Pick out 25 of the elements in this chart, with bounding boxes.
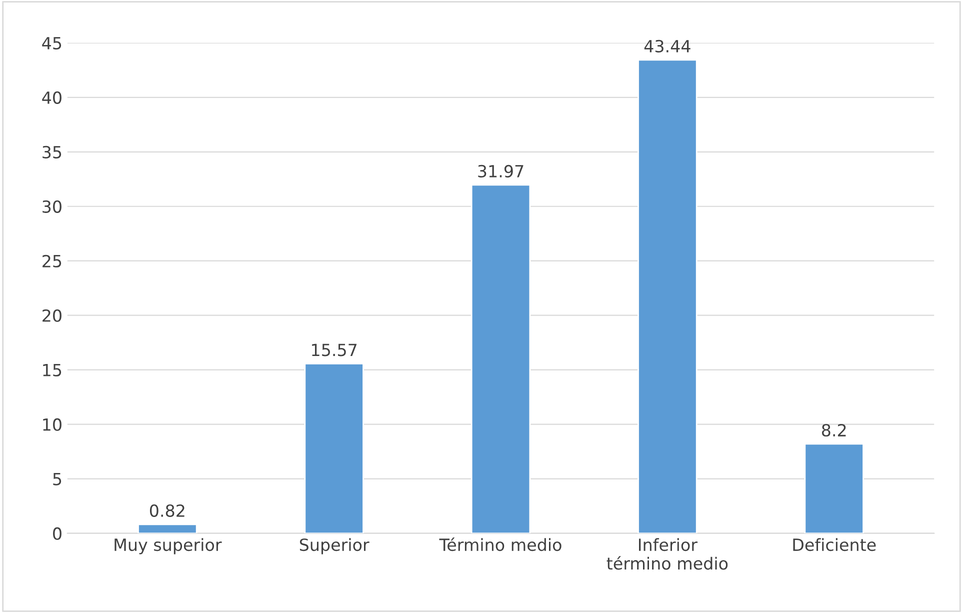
x-tick-label: Muy superior xyxy=(114,538,222,554)
data-label: 8.2 xyxy=(822,424,846,437)
data-label: 31.97 xyxy=(478,164,524,178)
y-tick-label: 45 xyxy=(42,37,62,50)
data-label: 0.82 xyxy=(150,504,184,517)
y-tick-label: 5 xyxy=(53,473,62,486)
data-label: 15.57 xyxy=(312,344,357,356)
bar xyxy=(804,443,864,534)
y-tick-label: 30 xyxy=(42,200,62,213)
bar xyxy=(138,524,198,534)
y-tick-label: 40 xyxy=(42,91,62,104)
y-tick-label: 15 xyxy=(43,364,62,376)
y-tick-label: 0 xyxy=(53,527,62,540)
x-tick-label: Inferior término medio xyxy=(606,538,728,570)
x-tick-label: Superior xyxy=(300,538,370,554)
bar xyxy=(304,362,364,534)
bar xyxy=(638,59,698,534)
y-tick-label: 35 xyxy=(42,146,62,158)
data-label: 43.44 xyxy=(644,40,690,53)
x-tick-label: Término medio xyxy=(439,538,562,552)
x-tick-label: Deficiente xyxy=(793,538,876,552)
bar xyxy=(470,184,531,534)
y-tick-label: 20 xyxy=(42,309,62,322)
y-tick-label: 10 xyxy=(43,418,62,431)
y-tick-label: 25 xyxy=(42,254,62,268)
